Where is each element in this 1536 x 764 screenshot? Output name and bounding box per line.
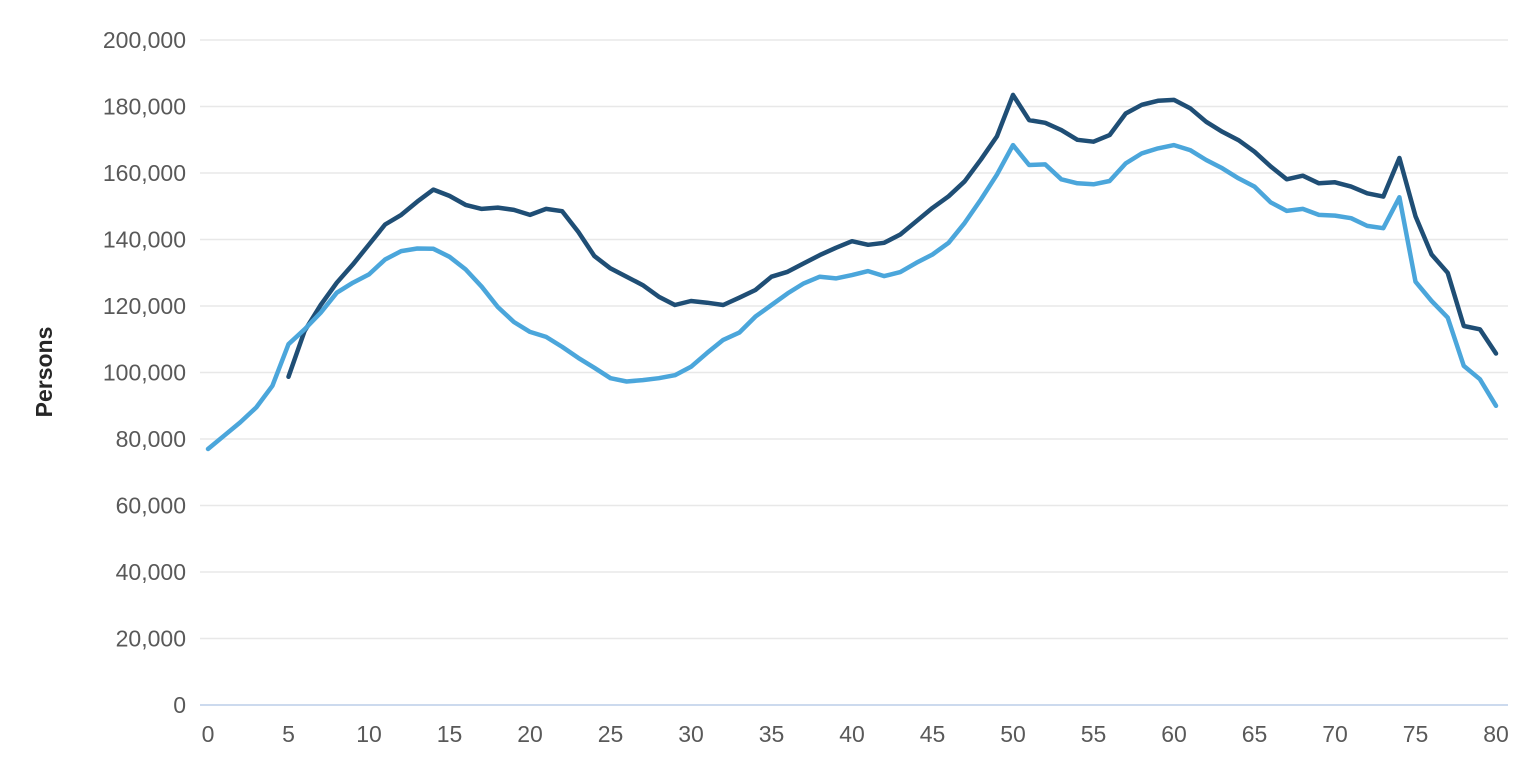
x-tick-label: 25 (598, 721, 624, 747)
x-tick-label: 20 (517, 721, 543, 747)
y-tick-label: 200,000 (103, 27, 186, 53)
x-tick-label: 70 (1322, 721, 1348, 747)
x-tick-label: 55 (1081, 721, 1107, 747)
x-tick-label: 50 (1000, 721, 1026, 747)
x-tick-label: 60 (1161, 721, 1187, 747)
y-tick-label: 160,000 (103, 160, 186, 186)
y-tick-label: 80,000 (116, 426, 186, 452)
x-tick-label: 0 (202, 721, 215, 747)
y-axis-title: Persons (31, 327, 57, 418)
x-tick-label: 35 (759, 721, 785, 747)
x-axis-labels: 0 5 10 15 20 25 30 35 40 45 50 55 60 65 70 75 80 (202, 721, 1509, 747)
y-tick-label: 120,000 (103, 293, 186, 319)
y-axis-labels: 0 20,000 40,000 60,000 80,000 100,000 120,000 1… (103, 27, 186, 718)
y-tick-label: 180,000 (103, 94, 186, 120)
x-tick-label: 10 (356, 721, 382, 747)
x-tick-label: 30 (678, 721, 704, 747)
chart-series (205, 92, 1499, 452)
x-tick-label: 65 (1242, 721, 1268, 747)
y-tick-label: 20,000 (116, 626, 186, 652)
x-tick-label: 45 (920, 721, 946, 747)
x-tick-label: 75 (1403, 721, 1429, 747)
y-tick-label: 40,000 (116, 559, 186, 585)
x-tick-label: 80 (1483, 721, 1509, 747)
dark-navy-line (286, 92, 1499, 380)
y-tick-label: 140,000 (103, 227, 186, 253)
y-tick-label: 0 (173, 692, 186, 718)
y-tick-label: 100,000 (103, 360, 186, 386)
x-tick-label: 15 (437, 721, 463, 747)
y-tick-label: 60,000 (116, 493, 186, 519)
light-blue-line (205, 142, 1499, 452)
y-gridlines (200, 39, 1508, 706)
x-tick-label: 5 (282, 721, 295, 747)
x-tick-label: 40 (839, 721, 865, 747)
